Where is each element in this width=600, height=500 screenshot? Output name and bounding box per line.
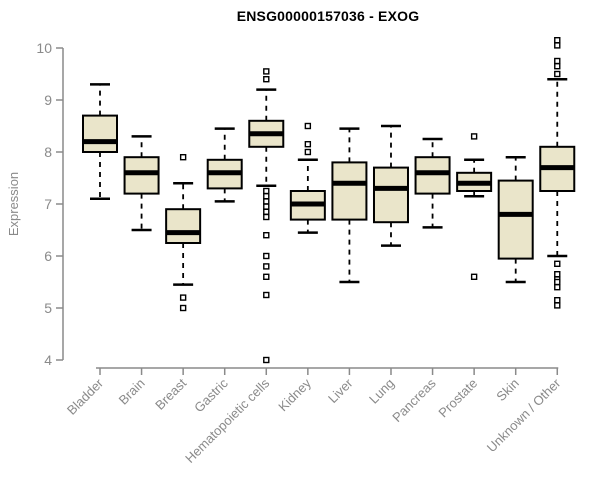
- y-tick-label: 5: [44, 300, 52, 316]
- box-unknown-other: [539, 37, 576, 309]
- outlier-point: [263, 75, 270, 83]
- outlier-point: [470, 133, 478, 140]
- outlier-point: [554, 70, 561, 78]
- box-breast: [165, 153, 202, 312]
- iqr-box: [372, 166, 409, 224]
- y-tick-label: 10: [36, 40, 52, 56]
- x-tick-label: Skin: [493, 376, 521, 404]
- outlier-point: [263, 213, 270, 221]
- y-tick-label: 7: [44, 196, 52, 212]
- iqr-box: [414, 156, 451, 195]
- iqr-box: [82, 114, 118, 153]
- iqr-box: [331, 161, 368, 221]
- outlier-point: [263, 263, 270, 270]
- x-tick-label: Brain: [116, 376, 148, 408]
- outlier-point: [554, 284, 561, 291]
- x-tick-label: Gastric: [191, 375, 231, 415]
- iqr-box: [497, 179, 534, 260]
- outlier-point: [304, 122, 312, 130]
- outlier-point: [179, 304, 187, 312]
- outlier-point: [263, 208, 270, 216]
- y-tick-label: 8: [44, 144, 52, 160]
- outlier-point: [263, 231, 270, 239]
- outlier-point: [263, 252, 270, 260]
- chart-title: ENSG00000157036 - EXOG: [236, 8, 420, 24]
- outlier-point: [554, 63, 561, 70]
- outlier-point: [179, 153, 187, 161]
- outlier-point: [304, 140, 312, 148]
- box-pancreas: [414, 137, 451, 229]
- y-axis: 4 5 6 7 8 9 10 Expression: [6, 40, 64, 368]
- outlier-point: [554, 297, 561, 304]
- iqr-box: [123, 156, 160, 195]
- outlier-point: [263, 187, 270, 195]
- x-tick-label: Breast: [152, 375, 189, 412]
- box-prostate: [456, 133, 493, 280]
- box-bladder: [82, 83, 118, 201]
- y-tick-label: 6: [44, 248, 52, 264]
- x-tick-label: Lung: [366, 376, 397, 407]
- box-kidney: [289, 122, 326, 234]
- outlier-point: [263, 273, 270, 280]
- outlier-point: [304, 148, 312, 156]
- outlier-point: [554, 57, 561, 65]
- outlier-point: [179, 294, 187, 301]
- x-tick-label: Liver: [325, 375, 356, 406]
- y-axis-title: Expression: [6, 172, 21, 236]
- y-tick-label: 9: [44, 92, 52, 108]
- outlier-point: [554, 302, 561, 309]
- x-tick-label: Bladder: [64, 375, 107, 418]
- outlier-point: [263, 203, 270, 210]
- outlier-point: [554, 271, 561, 278]
- x-tick-label: Kidney: [275, 375, 314, 414]
- outlier-point: [554, 37, 561, 44]
- outlier-point: [263, 356, 270, 364]
- box-hematopoietic-cells: [248, 68, 285, 364]
- outlier-point: [263, 192, 270, 200]
- y-tick-label: 4: [44, 352, 52, 368]
- x-tick-label: Prostate: [435, 376, 480, 421]
- outlier-point: [263, 68, 270, 75]
- box-skin: [497, 155, 534, 284]
- x-tick-label: Pancreas: [389, 375, 439, 425]
- outlier-point: [554, 42, 561, 49]
- outlier-point: [263, 291, 270, 299]
- box-brain: [123, 135, 160, 232]
- iqr-box: [165, 208, 202, 244]
- outlier-point: [263, 198, 270, 205]
- outlier-point: [554, 260, 561, 267]
- box-lung: [372, 124, 409, 247]
- outlier-point: [554, 278, 561, 286]
- x-tick-label: Unknown / Other: [484, 375, 564, 455]
- box-liver: [331, 127, 368, 284]
- outlier-point: [470, 273, 478, 280]
- box-gastric: [206, 127, 243, 203]
